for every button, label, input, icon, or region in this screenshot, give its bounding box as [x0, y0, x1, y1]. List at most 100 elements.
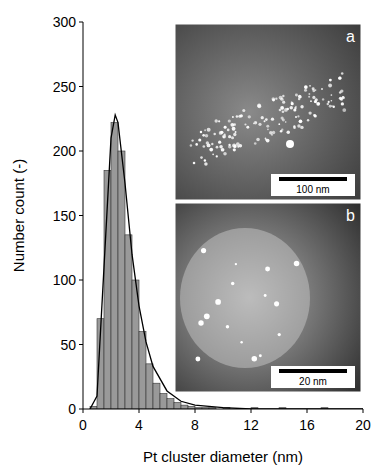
particle: [342, 96, 345, 99]
y-tick: [79, 22, 83, 23]
particle: [282, 101, 285, 104]
particle: [235, 131, 237, 133]
particle: [240, 341, 242, 343]
particle: [254, 121, 258, 125]
x-tick: [363, 409, 364, 413]
particle: [289, 106, 293, 110]
y-tick-label: 200: [53, 143, 77, 159]
x-tick: [195, 409, 196, 413]
particle: [328, 84, 332, 88]
particle: [200, 131, 202, 133]
x-tick-label: 20: [355, 417, 371, 433]
scale-bar: [279, 369, 347, 373]
particle: [291, 101, 293, 103]
particle: [219, 145, 223, 149]
particle: [205, 134, 209, 138]
particle: [255, 122, 257, 124]
hist-bar: [181, 405, 188, 409]
inset-frame: [175, 24, 361, 200]
y-tick-label: 150: [53, 208, 77, 224]
scale-bar: [279, 177, 347, 181]
y-tick-label: 100: [53, 272, 77, 288]
particle: [191, 139, 193, 141]
particle: [207, 143, 211, 147]
particle: [236, 142, 240, 146]
hist-bar: [125, 235, 132, 409]
particle: [233, 145, 236, 148]
particle: [261, 116, 264, 119]
particle: [223, 136, 225, 138]
particle: [224, 126, 227, 129]
scale-bar-label: 100 nm: [296, 184, 329, 195]
particle: [257, 104, 261, 108]
y-tick: [79, 409, 83, 410]
particle: [322, 98, 324, 100]
x-tick: [83, 409, 84, 413]
particle: [341, 102, 344, 105]
particle: [299, 120, 302, 123]
particle: [240, 114, 243, 117]
particle: [195, 357, 200, 362]
y-tick: [79, 151, 83, 152]
particle: [299, 120, 303, 124]
particle: [214, 119, 217, 122]
particle: [264, 294, 267, 297]
inset-frame: [175, 203, 361, 392]
particle: [220, 131, 223, 134]
particle: [204, 162, 208, 166]
particle: [235, 263, 237, 265]
y-tick-label: 0: [68, 401, 76, 417]
particle: [295, 106, 297, 108]
particle: [308, 93, 310, 95]
support: [180, 228, 310, 368]
particle: [212, 153, 214, 155]
particle: [282, 110, 285, 113]
particle: [246, 126, 249, 129]
particle: [342, 96, 345, 99]
x-tick: [251, 409, 252, 413]
hist-bar: [174, 403, 181, 409]
y-tick: [79, 280, 83, 281]
particle: [209, 148, 213, 152]
particle: [248, 115, 251, 118]
x-tick-label: 0: [79, 417, 87, 433]
particle: [339, 91, 342, 94]
particle: [218, 120, 220, 122]
particle: [190, 144, 193, 147]
particle: [282, 95, 284, 97]
particle: [265, 138, 267, 140]
particle: [265, 267, 270, 272]
particle: [254, 142, 257, 145]
particle: [314, 100, 317, 103]
particle: [304, 85, 308, 89]
particle: [198, 139, 201, 142]
x-tick-label: 4: [135, 417, 143, 433]
particle: [271, 118, 274, 121]
particle: [331, 94, 333, 96]
particle: [253, 123, 255, 125]
inset-image: [175, 24, 361, 200]
particle: [314, 101, 317, 104]
particle: [321, 88, 323, 90]
particle: [223, 152, 227, 156]
particle: [233, 148, 236, 151]
particle: [204, 313, 210, 319]
hist-bar: [167, 399, 174, 409]
hist-bar: [139, 332, 146, 409]
particle: [331, 100, 333, 102]
y-axis-title: Number count (-): [10, 159, 27, 272]
particle: [218, 141, 221, 144]
particle: [267, 129, 269, 131]
particle: [198, 320, 203, 325]
particle: [257, 104, 261, 108]
particle: [327, 103, 329, 105]
particle: [271, 134, 273, 136]
inset-image: [175, 203, 361, 392]
particle: [231, 282, 234, 285]
particle: [265, 118, 268, 121]
particle: [211, 143, 213, 145]
particle: [339, 97, 342, 100]
particle: [228, 135, 231, 138]
y-tick: [79, 344, 83, 345]
particle: [204, 129, 206, 131]
